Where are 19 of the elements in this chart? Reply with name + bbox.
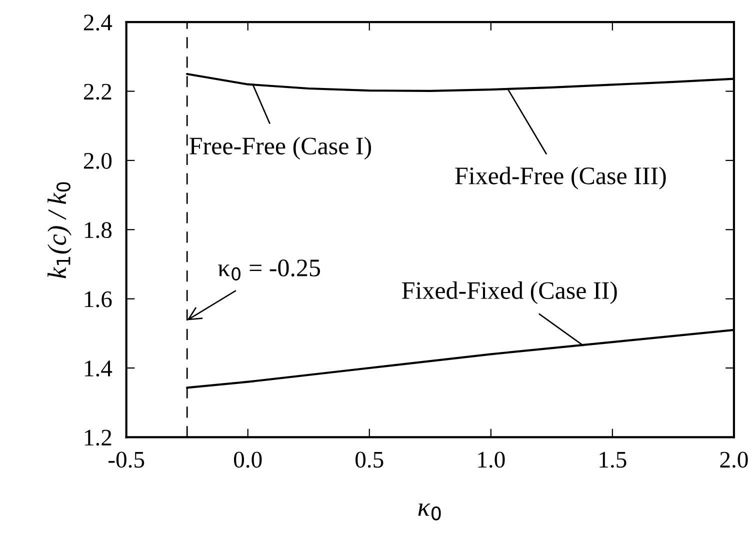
y-tick-label: 1.4 (85, 360, 112, 377)
y-axis-title: k$_{1}$(c) / k$_{0}$ (48, 182, 72, 278)
x-tick-label: 1.5 (600, 452, 626, 468)
y-tick-label: 1.8 (85, 222, 112, 238)
annotation: Fixed-Free (Case III) (455, 166, 666, 190)
y-tick-label: 1.2 (85, 430, 112, 446)
y-tick-label: 1.6 (85, 291, 112, 308)
x-tick-label: 0.0 (234, 452, 262, 468)
y-tick-label: 2.2 (84, 84, 112, 100)
annotation: κ$_{0}$ = -0.25 (218, 260, 320, 280)
y-tick-label: 2.0 (84, 152, 112, 169)
x-tick-label: -0.5 (108, 452, 144, 468)
x-tick-label: 1.0 (478, 452, 505, 468)
annotation: Fixed-Fixed (Case II) (402, 281, 617, 304)
x-tick-label: 2.0 (720, 452, 748, 468)
x-axis-title: κ$_{0}$ (418, 504, 441, 520)
x-tick-label: 0.5 (356, 452, 384, 468)
annotation: Free-Free (Case I) (190, 136, 372, 160)
y-tick-label: 2.4 (84, 14, 112, 31)
